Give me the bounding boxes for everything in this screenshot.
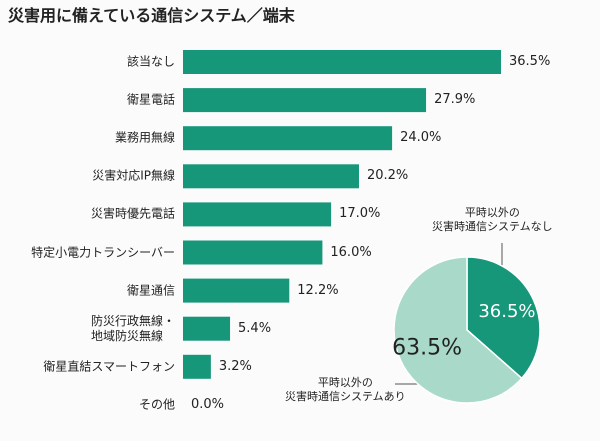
- value-label: 5.4%: [238, 320, 272, 336]
- value-label: 0.0%: [191, 396, 225, 412]
- bar: [183, 164, 359, 189]
- value-label: 36.5%: [509, 53, 551, 69]
- category-label: 特定小電力トランシーバー: [31, 245, 175, 259]
- category-label: 業務用無線: [114, 130, 175, 145]
- value-label: 12.2%: [297, 282, 339, 298]
- value-label: 3.2%: [218, 358, 252, 374]
- bar: [183, 126, 393, 151]
- bar: [183, 316, 231, 341]
- category-label: 該当なし: [126, 54, 175, 69]
- value-label: 20.2%: [366, 168, 409, 184]
- category-label: 防災行政無線・ 地域防災無線: [90, 313, 175, 343]
- value-label: 27.9%: [434, 91, 476, 107]
- bar: [183, 354, 211, 379]
- bar: [183, 240, 323, 265]
- category-label: 衛星直結スマートフォン: [43, 359, 175, 374]
- pie-slice: [466, 256, 541, 380]
- category-label: 衛星通信: [126, 283, 175, 298]
- value-label: 16.0%: [330, 244, 372, 260]
- value-label: 24.0%: [400, 130, 442, 146]
- category-label: 衛星電話: [126, 92, 175, 107]
- slice-category-label: 平時以外の 災害時通信システムなし: [432, 206, 553, 233]
- category-label: その他: [138, 397, 175, 412]
- bar: [183, 50, 501, 74]
- slice-value-label: 36.5%: [478, 300, 536, 322]
- pie-slice: [393, 256, 523, 404]
- bar: [183, 278, 290, 303]
- value-label: 17.0%: [339, 206, 381, 222]
- category-label: 災害時優先電話: [90, 206, 175, 221]
- slice-category-label: 平時以外の 災害時通信システムあり: [285, 376, 406, 403]
- slice-value-label: 63.5%: [392, 335, 463, 361]
- category-label: 災害対応IP無線: [92, 168, 175, 183]
- chart-title: 災害用に備えている通信システム／端末: [8, 6, 295, 25]
- bar: [183, 202, 332, 227]
- bar: [183, 88, 427, 113]
